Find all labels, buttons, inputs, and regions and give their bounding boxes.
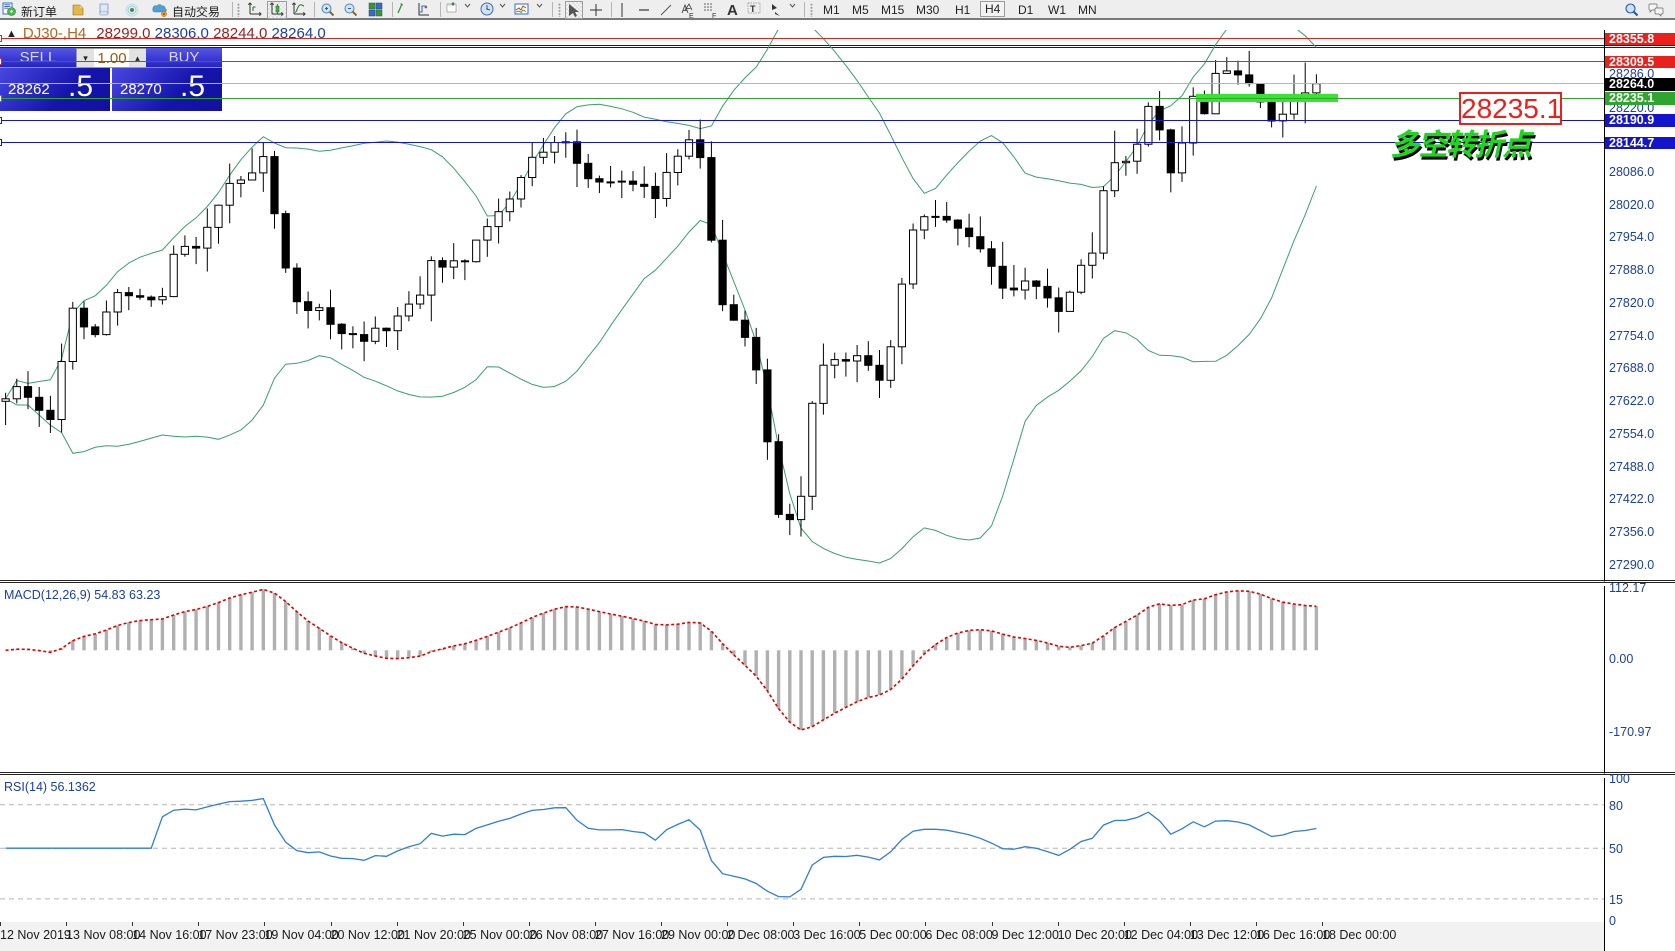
svg-text:T: T xyxy=(750,4,756,14)
svg-text:F: F xyxy=(712,13,716,18)
svg-text:E: E xyxy=(689,13,694,18)
